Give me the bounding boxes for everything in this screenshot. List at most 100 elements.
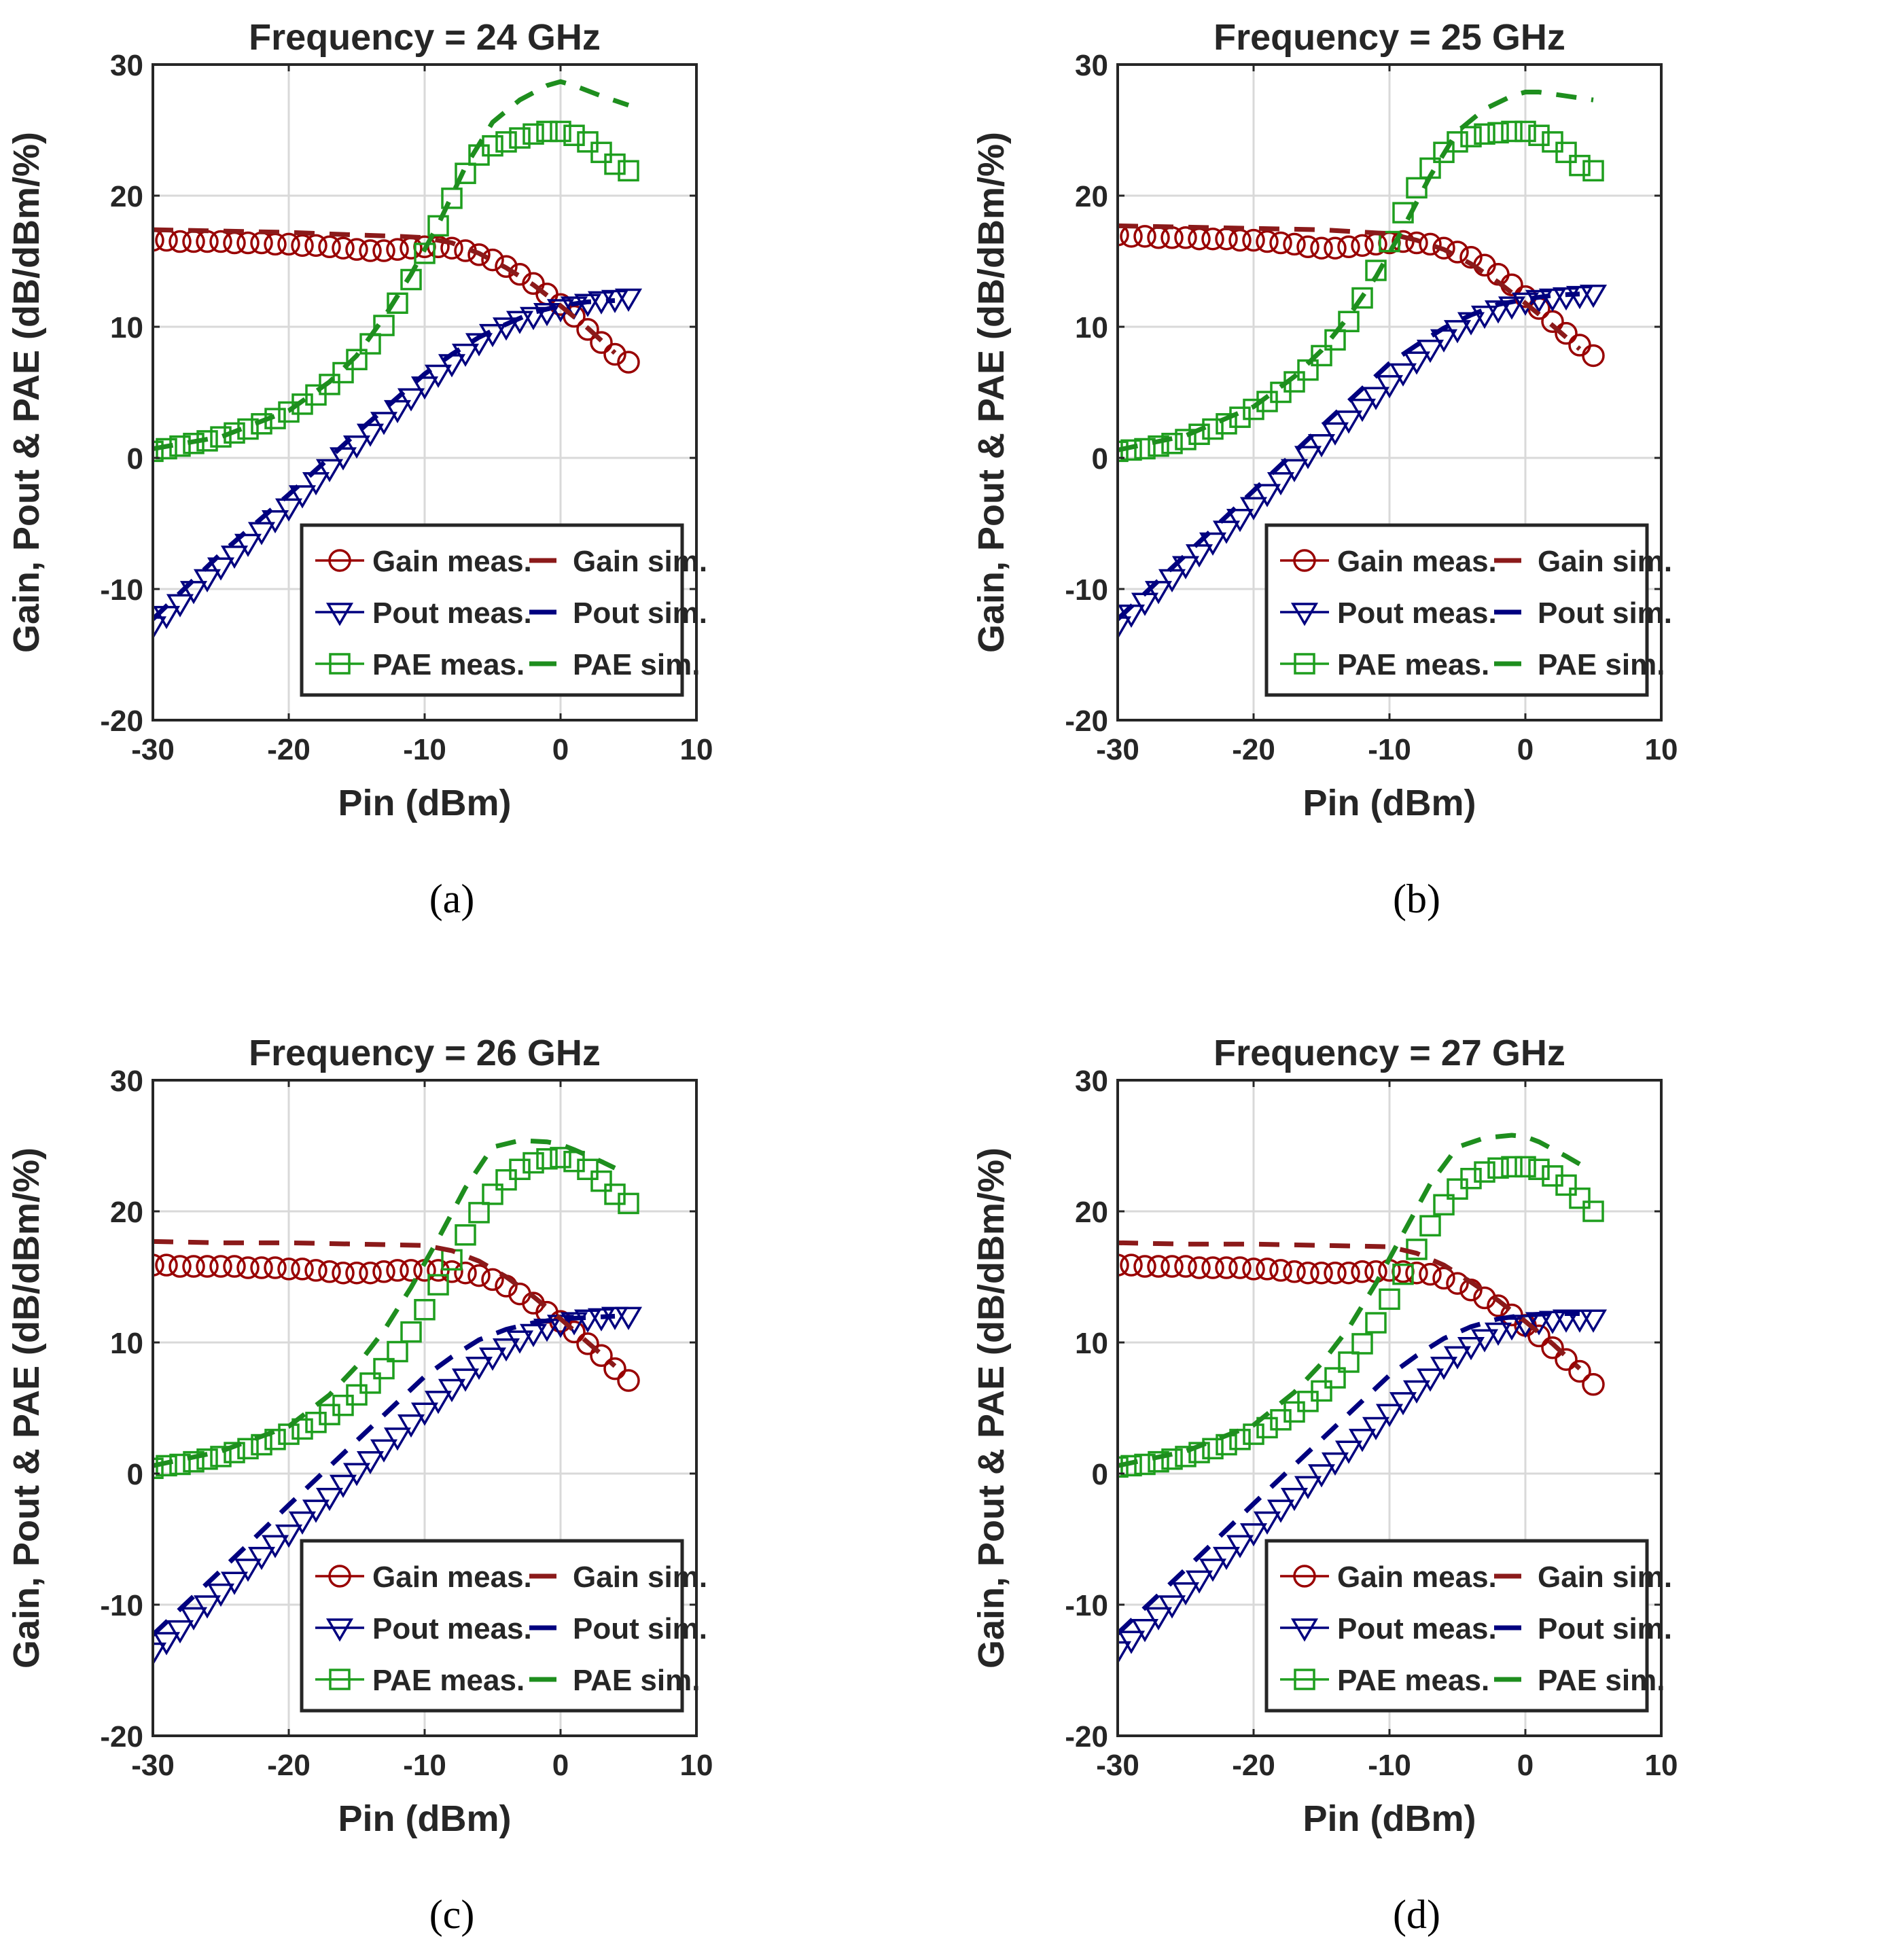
point-pout-meas [1226,509,1254,533]
point-gain-meas [291,1258,314,1281]
point-pae-meas [427,215,449,237]
point-pae-meas [1256,1416,1278,1439]
point-pout-meas [1470,1329,1499,1353]
point-pout-meas [370,1439,398,1463]
point-gain-meas [1405,231,1428,255]
y-tick-label: -10 [1065,1589,1108,1622]
point-pout-meas [1239,497,1268,520]
legend-label-pout-sim: Pout sim. [573,596,707,630]
series-line-gain-sim [1118,1240,1582,1371]
x-axis-label: Pin (dBm) [1303,783,1476,823]
point-pout-meas [1307,434,1336,458]
legend-label-gain-meas: Gain meas. [372,545,532,578]
y-tick-label: 0 [127,1458,143,1491]
point-pout-meas [1239,1523,1268,1547]
point-pae-meas [590,141,612,164]
point-pae-meas [1216,413,1237,435]
legend-label-gain-sim: Gain sim. [573,1561,707,1594]
point-pae-meas [291,1418,313,1440]
point-pae-meas [1148,1450,1169,1473]
point-pout-meas [383,1427,412,1451]
point-gain-meas [250,1256,273,1279]
point-pae-meas [346,1384,368,1406]
legend-label-gain-sim: Gain sim. [573,545,707,578]
point-gain-meas [400,1259,423,1282]
point-gain-meas [1296,235,1319,259]
point-gain-meas [481,248,504,272]
point-pae-meas [1365,1312,1387,1334]
panel-caption: (b) [1393,876,1440,921]
point-pout-meas [193,569,222,593]
point-gain-meas [153,1253,164,1277]
point-gain-meas [1201,1256,1224,1279]
legend-label-pout-meas: Pout meas. [372,596,532,630]
point-pout-meas [1430,1356,1458,1380]
point-pout-meas [1212,1546,1241,1571]
point-pout-meas [1525,289,1553,313]
point-pae-meas [427,1274,449,1296]
series-line-gain-sim [1118,223,1582,351]
point-gain-meas [345,1261,368,1285]
x-tick-label: -30 [131,1749,175,1782]
point-pout-meas [1457,1337,1485,1361]
point-pout-meas [1470,305,1499,329]
point-gain-meas [209,230,232,253]
y-tick-label: -10 [100,573,143,607]
point-gain-meas [1351,234,1374,257]
point-gain-meas [1161,1255,1184,1278]
point-gain-meas [359,239,382,262]
legend-label-pout-meas: Pout meas. [1337,1612,1497,1645]
point-pae-meas [1433,1194,1455,1216]
point-pout-meas [1552,1309,1580,1333]
point-gain-meas [1118,1253,1129,1277]
y-tick-label: 10 [1075,1327,1108,1360]
y-tick-label: 10 [1075,311,1108,344]
legend-swatch-gain-meas [328,1565,351,1588]
series-line-gain-sim [153,227,617,355]
point-pae-meas [1324,1367,1346,1389]
point-pae-meas [1582,1200,1604,1222]
point-pout-meas [1185,1570,1213,1594]
point-gain-meas [1133,225,1156,248]
point-pout-meas [560,296,588,320]
point-pae-meas [1351,287,1373,309]
x-tick-label: 10 [680,1749,713,1782]
point-pout-meas [614,288,643,313]
point-pout-meas [1334,1440,1363,1464]
point-gain-meas [236,1256,260,1279]
point-gain-meas [1337,1261,1360,1285]
point-gain-meas [318,235,341,259]
x-tick-label: -10 [1368,1749,1411,1782]
point-pout-meas [1348,398,1377,423]
point-pae-meas [359,1372,381,1394]
series-layer [1118,90,1608,640]
point-pout-meas [1375,1404,1404,1427]
x-tick-label: -20 [267,733,311,766]
legend-label-gain-sim: Gain sim. [1538,545,1672,578]
point-pout-meas [383,399,412,424]
y-tick-label: -10 [100,1589,143,1622]
point-gain-meas [1324,236,1347,260]
legend-label-pae-sim: PAE sim. [573,648,700,681]
point-gain-meas [209,1255,232,1278]
point-pae-meas [618,1192,639,1215]
point-pout-meas [438,1378,466,1403]
point-pout-meas [342,435,371,459]
point-pae-meas [1270,1409,1292,1431]
point-pae-meas [1202,1438,1224,1460]
point-pae-meas [237,1438,259,1460]
point-pout-meas [193,1595,222,1619]
y-axis-label: Gain, Pout & PAE (dB/dBm/%) [971,132,1012,653]
point-gain-meas [169,1255,192,1278]
point-gain-meas [576,1332,599,1355]
point-gain-meas [1269,1259,1292,1282]
legend-box [300,1539,684,1713]
point-gain-meas [1215,1256,1238,1279]
point-pae-meas [169,1453,191,1476]
y-tick-label: 10 [110,1327,143,1360]
point-pout-meas [1362,387,1390,410]
point-pout-meas [1552,287,1580,311]
x-tick-label: 0 [552,1749,569,1782]
x-tick-label: -20 [1232,733,1275,766]
